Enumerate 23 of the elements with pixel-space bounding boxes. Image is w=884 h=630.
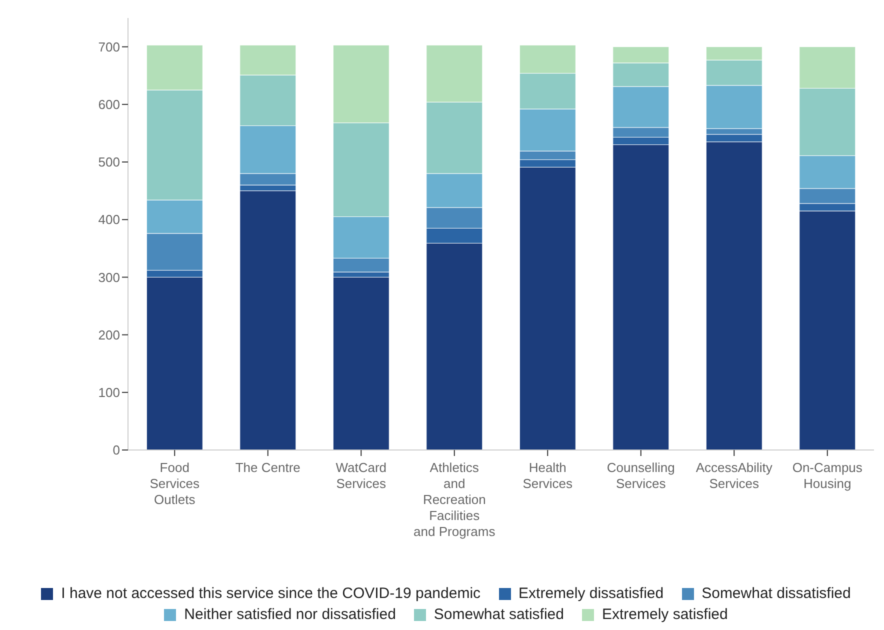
y-tick-label: 500 xyxy=(98,154,120,170)
legend-label: Extremely satisfied xyxy=(600,606,728,623)
x-tick-label: Athletics and Recreation Facilities and Programs xyxy=(414,460,496,539)
y-tick-label: 700 xyxy=(98,39,120,54)
y-tick-label: 200 xyxy=(98,327,120,342)
x-tick-label: The Centre xyxy=(235,460,300,475)
y-tick-label: 600 xyxy=(98,97,120,112)
x-tick-label: WatCard Services xyxy=(336,460,387,491)
y-tick-label: 400 xyxy=(98,212,120,228)
x-tick-label: Health Services xyxy=(522,460,574,491)
legend-label: I have not accessed this service since the COVID-19 pandemic xyxy=(60,585,481,602)
x-tick-label: Counselling Services xyxy=(606,460,675,491)
legend-label: Extremely dissatisfied xyxy=(518,585,664,602)
legend-label: Somewhat dissatisfied xyxy=(700,585,851,602)
legend-label: Neither satisfied nor dissatisfied xyxy=(183,606,396,623)
x-tick-label: Food Services Outlets xyxy=(150,460,200,507)
legend-label: Somewhat satisfied xyxy=(432,606,564,623)
y-tick-label: 0 xyxy=(112,442,120,458)
x-tick-label: AccessAbility Services xyxy=(696,460,773,491)
bar xyxy=(332,276,390,450)
y-tick-label: 100 xyxy=(98,385,120,400)
y-tick-label: 300 xyxy=(98,270,120,285)
x-tick-label: On-Campus Housing xyxy=(792,460,863,491)
